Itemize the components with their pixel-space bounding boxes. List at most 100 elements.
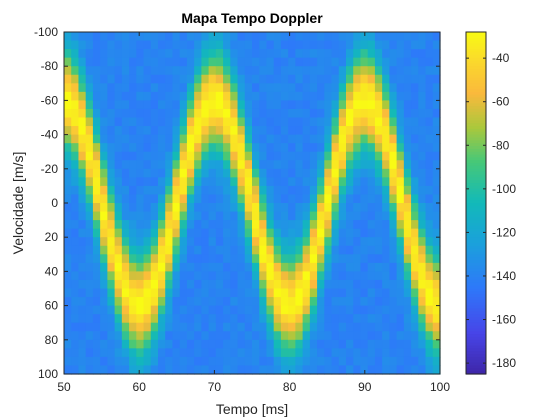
heatmap-cell <box>179 91 188 101</box>
heatmap-cell <box>64 168 72 178</box>
heatmap-cell <box>208 245 217 255</box>
heatmap-cell <box>280 288 289 298</box>
heatmap-cell <box>367 143 376 153</box>
heatmap-cell <box>346 271 354 281</box>
heatmap-cell <box>194 339 202 349</box>
heatmap-cell <box>331 356 340 367</box>
colorbar-segment <box>466 171 486 176</box>
heatmap-cell <box>179 348 188 358</box>
heatmap-cell <box>280 134 289 144</box>
heatmap-cell <box>201 314 210 324</box>
heatmap-cell <box>259 348 268 358</box>
heatmap-cell <box>208 66 217 76</box>
heatmap-cell <box>201 288 210 298</box>
heatmap-cell <box>71 245 80 255</box>
heatmap-cell <box>324 245 333 255</box>
heatmap-cell <box>64 220 72 230</box>
heatmap-cell <box>418 262 427 272</box>
heatmap-cell <box>165 271 174 281</box>
heatmap-cell <box>92 262 101 272</box>
heatmap-cell <box>78 100 87 110</box>
heatmap-cell <box>389 40 398 50</box>
heatmap-cell <box>266 203 275 213</box>
heatmap-cell <box>194 151 202 161</box>
heatmap-cell <box>78 74 87 84</box>
heatmap-cell <box>64 314 72 324</box>
heatmap-cell <box>244 245 253 255</box>
heatmap-cell <box>85 254 94 264</box>
heatmap-cell <box>360 168 369 178</box>
heatmap-cell <box>150 237 159 247</box>
heatmap-cell <box>411 322 419 332</box>
heatmap-cell <box>215 365 224 375</box>
heatmap-cell <box>302 237 311 247</box>
heatmap-cell <box>353 151 362 161</box>
heatmap-cell <box>360 297 369 307</box>
heatmap-cell <box>302 348 311 358</box>
heatmap-cell <box>367 271 376 281</box>
heatmap-cell <box>143 57 152 67</box>
heatmap-cell <box>158 49 166 59</box>
heatmap-cell <box>295 117 304 127</box>
colorbar-segment <box>466 277 486 281</box>
heatmap-cell <box>237 254 246 264</box>
heatmap-cell <box>411 279 419 290</box>
heatmap-cell <box>252 160 260 170</box>
heatmap-cell <box>150 83 159 93</box>
heatmap-cell <box>324 83 333 93</box>
heatmap-cell <box>179 40 188 50</box>
heatmap-cell <box>273 339 282 349</box>
heatmap-cell <box>382 83 390 93</box>
colorbar-segment <box>466 183 486 187</box>
heatmap-cell <box>186 108 195 119</box>
colorbar-segment <box>466 103 486 107</box>
heatmap-cell <box>411 160 419 170</box>
heatmap-cell <box>150 49 159 59</box>
heatmap-cell <box>158 74 166 84</box>
colorbar-segment <box>466 148 486 153</box>
heatmap-cell <box>331 49 340 59</box>
heatmap-cell <box>107 160 116 170</box>
heatmap-cell <box>396 49 405 59</box>
heatmap-cell <box>280 151 289 161</box>
heatmap-cell <box>136 331 145 341</box>
heatmap-cell <box>208 100 217 110</box>
heatmap-cell <box>129 49 137 59</box>
heatmap-cell <box>114 57 123 67</box>
heatmap-cell <box>396 331 405 341</box>
heatmap-cell <box>92 91 101 101</box>
heatmap-cell <box>331 151 340 161</box>
heatmap-cell <box>338 271 347 281</box>
heatmap-cell <box>158 83 166 93</box>
heatmap-cell <box>100 117 108 127</box>
heatmap-cell <box>259 126 268 136</box>
heatmap-cell <box>309 220 318 230</box>
heatmap-cell <box>252 108 260 119</box>
heatmap-cell <box>78 32 87 42</box>
heatmap-cell <box>129 348 137 358</box>
heatmap-cell <box>194 177 202 187</box>
heatmap-cell <box>244 32 253 42</box>
heatmap-cell <box>338 126 347 136</box>
heatmap-cell <box>121 314 130 324</box>
heatmap-cell <box>158 66 166 76</box>
heatmap-cell <box>252 117 260 127</box>
heatmap-cell <box>353 297 362 307</box>
heatmap-cell <box>136 262 145 272</box>
y-axis-label: Velocidade [m/s] <box>10 152 26 255</box>
heatmap-cell <box>186 91 195 101</box>
colorbar-segment <box>466 262 486 267</box>
heatmap-cell <box>64 203 72 213</box>
heatmap-cell <box>121 339 130 349</box>
heatmap-cell <box>100 91 108 101</box>
heatmap-cell <box>324 331 333 341</box>
heatmap-cell <box>143 348 152 358</box>
heatmap-cell <box>295 297 304 307</box>
heatmap-cell <box>317 220 325 230</box>
heatmap-cell <box>374 108 383 119</box>
heatmap-cell <box>165 331 174 341</box>
colorbar-segment <box>466 197 486 201</box>
heatmap-cell <box>237 297 246 307</box>
heatmap-cell <box>143 49 152 59</box>
heatmap-cell <box>114 220 123 230</box>
